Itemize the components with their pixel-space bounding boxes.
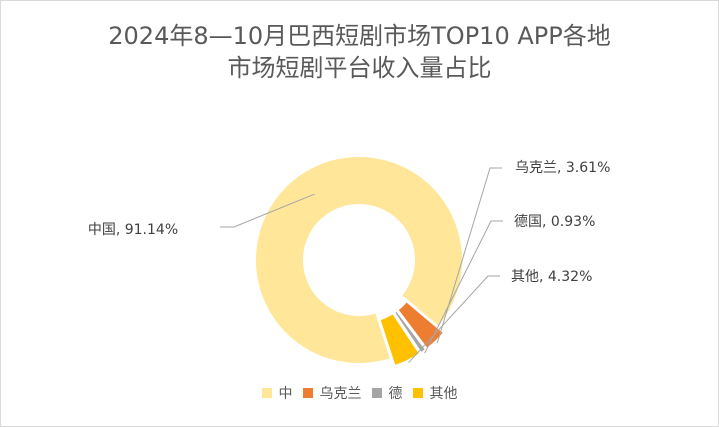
data-label-china: 中国, 91.14%: [88, 222, 178, 238]
leader-line-other: [408, 275, 500, 363]
legend-label-china: 中: [278, 386, 293, 402]
legend-label-ukraine: 乌克兰: [319, 386, 362, 402]
legend-item-other: 其他: [412, 383, 458, 403]
legend-swatch-ukraine: [302, 388, 313, 398]
legend-label-germany: 德: [388, 386, 403, 402]
slice-germany: [392, 309, 428, 355]
data-label-other: 其他, 4.32%: [511, 269, 592, 285]
legend-swatch-other: [412, 388, 423, 398]
legend-swatch-china: [261, 388, 272, 398]
legend-item-china: 中: [261, 383, 293, 403]
chart-legend: 中 乌克兰 德 其他: [0, 383, 719, 403]
data-label-ukraine: 乌克兰, 3.61%: [515, 160, 610, 176]
chart-title-line2: 市场短剧平台收入量占比: [227, 54, 492, 82]
slice-china: [254, 155, 464, 365]
legend-label-other: 其他: [429, 386, 458, 402]
legend-item-germany: 德: [371, 383, 403, 403]
chart-title-line1: 2024年8—10月巴西短剧市场TOP10 APP各地: [108, 22, 611, 50]
legend-item-ukraine: 乌克兰: [302, 383, 362, 403]
leader-line-ukraine: [436, 167, 502, 343]
data-label-germany: 德国, 0.93%: [514, 214, 595, 230]
legend-swatch-germany: [371, 388, 382, 398]
leader-line-germany: [424, 220, 503, 354]
leader-line-china: [220, 193, 315, 228]
